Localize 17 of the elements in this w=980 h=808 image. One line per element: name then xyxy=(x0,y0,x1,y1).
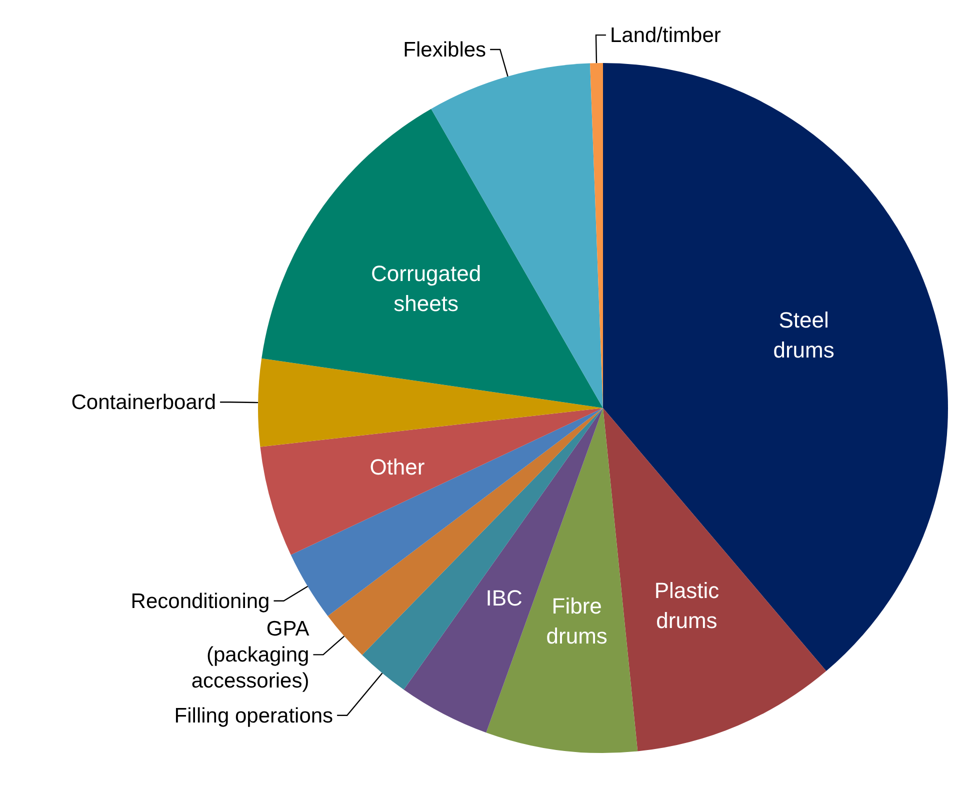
slice-label: Containerboard xyxy=(71,391,216,414)
pie-slice xyxy=(486,408,638,753)
slice-label: IBC xyxy=(486,586,523,611)
slice-label: Filling operations xyxy=(174,704,334,728)
pie-slice xyxy=(262,108,603,408)
slice-label: Steel drums xyxy=(773,307,834,362)
slice-label: Land/timber xyxy=(610,24,721,48)
slice-label: Reconditioning xyxy=(130,590,270,613)
slice-label: GPA (packaging accessories) xyxy=(191,618,310,693)
slice-label: Flexibles xyxy=(403,38,486,62)
slice-label: Fibre drums xyxy=(546,593,608,648)
pie-slice xyxy=(290,408,603,616)
slice-label: Corrugated sheets xyxy=(371,260,482,316)
slice-label: Plastic drums xyxy=(654,578,720,633)
pie-slice xyxy=(260,408,603,555)
slice-label: Other xyxy=(370,454,425,480)
pie-slice xyxy=(258,358,603,447)
